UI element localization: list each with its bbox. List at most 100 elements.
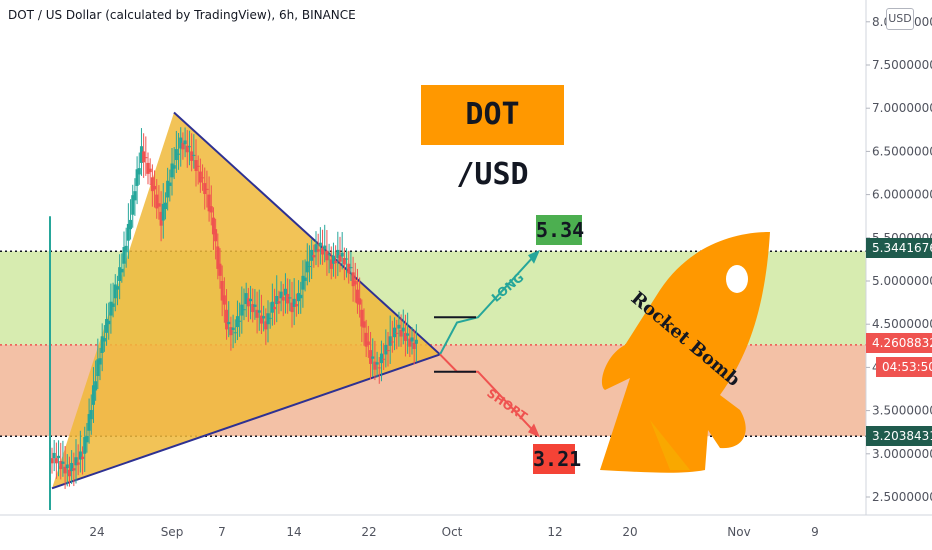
candle-body xyxy=(414,339,418,344)
currency-button[interactable]: USD xyxy=(886,8,914,30)
candle-body xyxy=(329,259,333,269)
candle-body xyxy=(105,319,109,333)
candle-body xyxy=(118,267,122,281)
candle-body xyxy=(216,246,220,269)
candle-body xyxy=(297,293,301,302)
candle-body xyxy=(207,194,211,212)
candle-body xyxy=(275,295,279,305)
candle-body xyxy=(268,317,272,319)
candle-body xyxy=(146,162,150,174)
candle-body xyxy=(179,137,183,149)
candle-body xyxy=(50,458,54,464)
candle-body xyxy=(349,267,353,269)
candle-body xyxy=(406,333,410,336)
time-axis: 24 Sep 7 14 22 Oct 12 20 Nov 9 xyxy=(89,525,818,539)
y-tick-label: 6.00000000 xyxy=(872,188,932,202)
candle-body xyxy=(235,316,239,328)
long-projection[interactable] xyxy=(439,250,539,355)
candle-body xyxy=(377,367,381,369)
candle-body xyxy=(153,185,157,190)
candle-body xyxy=(384,344,388,355)
candle-body xyxy=(185,145,189,153)
candle-body xyxy=(369,350,373,364)
candle-body xyxy=(336,249,340,258)
candle-body xyxy=(126,223,130,241)
candle-body xyxy=(174,149,178,161)
candle-body xyxy=(100,336,104,353)
candle-body xyxy=(286,293,290,304)
candle-body xyxy=(360,309,364,327)
candle-body xyxy=(205,188,209,190)
candle-body xyxy=(340,252,344,257)
candle-body xyxy=(144,157,148,159)
candle-body xyxy=(386,350,390,352)
candle-body xyxy=(183,140,187,145)
candle-body xyxy=(401,327,405,332)
x-tick-label: Nov xyxy=(727,525,750,539)
last-price-tag: 4.26088321 xyxy=(866,333,932,353)
candle-body xyxy=(166,180,170,198)
candle-body xyxy=(379,353,383,364)
candle-body xyxy=(222,295,226,305)
candle-body xyxy=(137,168,141,175)
candle-body xyxy=(74,457,78,466)
candle-body xyxy=(412,342,416,349)
candle-body xyxy=(279,291,283,299)
x-tick-label: 24 xyxy=(89,525,104,539)
candle-body xyxy=(96,359,100,377)
candle-body xyxy=(410,337,414,342)
candle-body xyxy=(203,183,207,195)
candle-body xyxy=(59,461,63,470)
candle-body xyxy=(253,304,257,307)
candle-body xyxy=(150,177,154,192)
candle-body xyxy=(85,435,89,443)
candle-body xyxy=(342,257,346,265)
candle-body xyxy=(194,160,198,171)
candle-body xyxy=(89,410,93,420)
candle-body xyxy=(124,245,128,253)
candle-body xyxy=(81,456,85,459)
candle-body xyxy=(83,437,87,454)
long-arrowhead xyxy=(528,249,540,264)
candle-body xyxy=(362,321,366,328)
headline-label: DOT /USD xyxy=(421,85,564,192)
candle-body xyxy=(102,338,106,342)
candle-body xyxy=(240,304,244,316)
candle-body xyxy=(244,293,248,305)
candle-body xyxy=(388,336,392,346)
candle-body xyxy=(57,455,61,459)
candle-body xyxy=(113,284,117,299)
candle-body xyxy=(61,461,65,464)
countdown-tag: 04:53:50 xyxy=(876,357,932,377)
candle-body xyxy=(76,462,80,465)
candle-body xyxy=(305,261,309,273)
y-tick-label: 6.50000000 xyxy=(872,144,932,158)
candle-body xyxy=(249,298,253,302)
candle-body xyxy=(294,304,298,307)
candle-body xyxy=(201,177,205,179)
candle-body xyxy=(257,310,261,313)
candle-body xyxy=(327,254,331,256)
candle-body xyxy=(122,247,126,264)
x-tick-label: Sep xyxy=(161,525,184,539)
candle-body xyxy=(172,165,176,169)
y-tick-label: 7.50000000 xyxy=(872,58,932,72)
candle-body xyxy=(109,301,113,316)
candle-body xyxy=(181,142,185,150)
candle-body xyxy=(366,341,370,345)
candle-body xyxy=(281,296,285,301)
candle-body xyxy=(353,281,357,285)
x-tick-label: 9 xyxy=(811,525,819,539)
candle-body xyxy=(190,151,194,161)
upper-level-tag: 5.34416769 xyxy=(866,238,932,258)
candle-body xyxy=(63,466,67,474)
candle-body xyxy=(148,168,152,173)
x-tick-label: 7 xyxy=(218,525,226,539)
candle-body xyxy=(91,385,95,405)
upper-trendline[interactable] xyxy=(173,111,441,356)
candle-body xyxy=(233,332,237,334)
candle-body xyxy=(371,356,375,359)
y-tick-label: 2.50000000 xyxy=(872,490,932,504)
candle-body xyxy=(301,275,305,290)
